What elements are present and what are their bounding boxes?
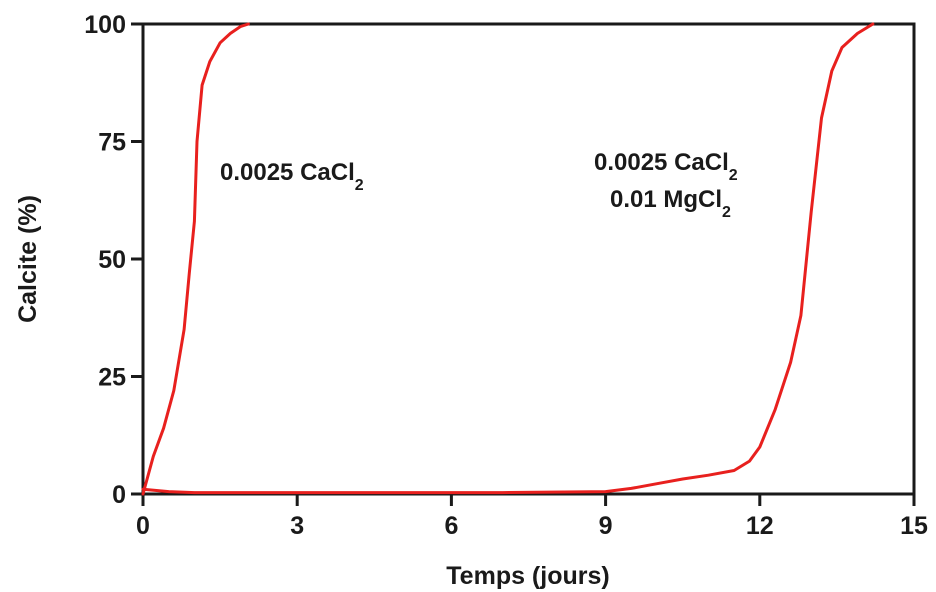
y-tick-label: 100 <box>84 11 126 39</box>
annotation-mixed-line2-subscript: 2 <box>722 204 731 221</box>
x-axis-ticks: 0 3 6 9 12 15 <box>136 494 928 540</box>
annotation-mixed-line1-text: 0.0025 CaCl <box>594 149 729 176</box>
y-tick-label: 75 <box>98 129 126 157</box>
annotation-mixed-line1-subscript: 2 <box>729 167 738 184</box>
annotation-cacl2-mgcl2: 0.0025 CaCl2 0.01 MgCl2 <box>594 149 738 221</box>
series-line-2 <box>141 22 875 495</box>
annotation-cacl2-text: 0.0025 CaCl <box>220 159 355 186</box>
x-tick-label: 12 <box>746 512 774 540</box>
y-axis-ticks: 0 25 50 75 100 <box>84 11 143 509</box>
y-tick-label: 25 <box>98 364 126 392</box>
x-tick-label: 3 <box>290 512 304 540</box>
y-axis-title: Calcite (%) <box>14 195 42 323</box>
annotation-cacl2-subscript: 2 <box>355 177 364 194</box>
svg-text:0.0025 CaCl2: 0.0025 CaCl2 <box>594 149 738 184</box>
x-tick-label: 6 <box>444 512 458 540</box>
annotation-cacl2: 0.0025 CaCl2 <box>220 159 364 194</box>
x-tick-label: 9 <box>599 512 613 540</box>
svg-text:0.0025 CaCl2: 0.0025 CaCl2 <box>220 159 364 194</box>
plot-frame <box>141 22 916 496</box>
x-tick-label: 0 <box>136 512 150 540</box>
annotation-mixed-line2-text: 0.01 MgCl <box>610 186 722 213</box>
series-line-1 <box>141 22 250 496</box>
x-axis-title: Temps (jours) <box>446 562 609 590</box>
y-tick-label: 0 <box>112 481 126 509</box>
y-tick-label: 50 <box>98 246 126 274</box>
x-tick-label: 15 <box>900 512 928 540</box>
series-lines <box>141 22 875 496</box>
svg-text:0.01 MgCl2: 0.01 MgCl2 <box>610 186 731 221</box>
